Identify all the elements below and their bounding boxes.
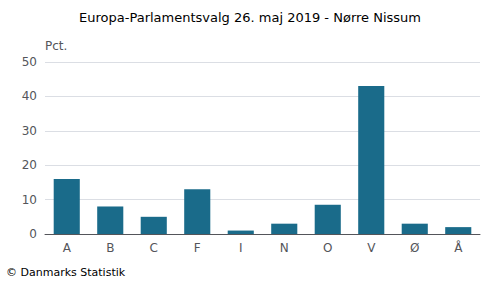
svg-text:20: 20	[22, 158, 37, 172]
svg-text:Ø: Ø	[410, 241, 419, 255]
svg-text:Å: Å	[454, 240, 463, 255]
svg-text:B: B	[106, 241, 114, 255]
svg-text:30: 30	[22, 124, 37, 138]
svg-text:50: 50	[22, 55, 37, 69]
svg-text:V: V	[367, 241, 376, 255]
svg-text:N: N	[280, 241, 289, 255]
svg-text:© Danmarks Statistik: © Danmarks Statistik	[6, 266, 126, 279]
svg-text:Pct.: Pct.	[45, 39, 67, 53]
svg-text:A: A	[63, 241, 72, 255]
svg-text:Europa-Parlamentsvalg 26. maj: Europa-Parlamentsvalg 26. maj 2019 - Nør…	[79, 10, 421, 25]
svg-text:40: 40	[22, 89, 37, 103]
svg-text:0: 0	[29, 227, 37, 241]
svg-text:I: I	[239, 241, 243, 255]
svg-text:10: 10	[22, 193, 37, 207]
svg-text:C: C	[150, 241, 158, 255]
svg-text:O: O	[323, 241, 332, 255]
svg-text:F: F	[194, 241, 201, 255]
